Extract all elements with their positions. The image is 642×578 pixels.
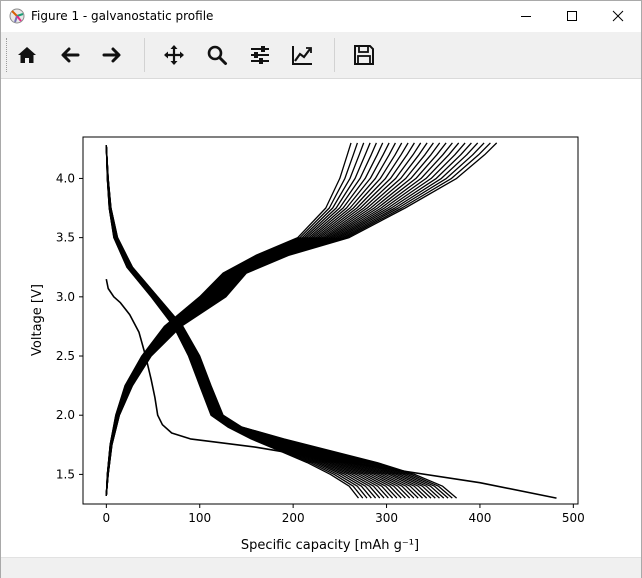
x-tick-label: 100 [188, 511, 211, 525]
save-button[interactable] [348, 39, 380, 71]
edit-axis-button[interactable] [286, 39, 318, 71]
x-tick-label: 300 [375, 511, 398, 525]
toolbar-separator [334, 38, 335, 72]
y-tick-label: 1.5 [56, 467, 75, 481]
arrow-left-icon [61, 47, 80, 63]
y-ticks: 1.5 2.0 2.5 3.0 3.5 4.0 [56, 171, 83, 481]
title-bar[interactable]: Figure 1 - galvanostatic profile [1, 1, 641, 31]
sliders-icon [251, 46, 269, 64]
configure-subplots-button[interactable] [244, 39, 276, 71]
status-bar [1, 557, 641, 578]
navigation-toolbar [1, 32, 641, 79]
axes-frame [82, 136, 579, 505]
x-tick-label: 500 [562, 511, 585, 525]
home-icon [18, 47, 36, 63]
forward-button[interactable] [96, 39, 128, 71]
y-tick-label: 3.0 [56, 290, 75, 304]
move-icon [164, 45, 184, 65]
arrow-right-icon [102, 47, 121, 63]
window-title: Figure 1 - galvanostatic profile [31, 9, 214, 23]
x-ticks: 0 100 200 300 400 500 [103, 504, 585, 525]
zoom-button[interactable] [201, 39, 233, 71]
back-button[interactable] [54, 39, 86, 71]
toolbar-separator [144, 38, 145, 72]
y-tick-label: 2.0 [56, 408, 75, 422]
y-tick-label: 2.5 [56, 349, 75, 363]
home-button[interactable] [11, 39, 43, 71]
close-icon [612, 10, 624, 22]
line-chart-icon [292, 46, 312, 65]
x-tick-label: 0 [103, 511, 111, 525]
minimize-button[interactable] [503, 1, 549, 31]
maximize-button[interactable] [549, 1, 595, 31]
pan-button[interactable] [158, 39, 190, 71]
maximize-icon [567, 11, 577, 21]
toolbar-grip[interactable] [6, 38, 9, 72]
discharge-curve [105, 145, 458, 499]
magnifier-icon [207, 45, 227, 65]
x-axis-label: Specific capacity [mAh g⁻¹] [241, 538, 419, 553]
curves-group [105, 142, 557, 499]
y-tick-label: 3.5 [56, 231, 75, 245]
minimize-icon [521, 16, 531, 17]
plot-svg[interactable]: 0 100 200 300 400 500 1.5 2.0 2.5 3.0 3.5 4.0 Spec… [1, 79, 641, 557]
close-button[interactable] [595, 1, 641, 31]
axes-background [83, 137, 578, 504]
y-tick-label: 4.0 [56, 171, 75, 185]
floppy-disk-icon [354, 45, 374, 65]
y-axis-label: Voltage [V] [30, 284, 45, 356]
x-tick-label: 200 [282, 511, 305, 525]
figure-canvas[interactable]: 0 100 200 300 400 500 1.5 2.0 2.5 3.0 3.5 4.0 Spec… [1, 79, 641, 557]
x-tick-label: 400 [468, 511, 491, 525]
first-discharge-curve [105, 278, 557, 499]
charge-curve [105, 142, 498, 496]
matplotlib-app-icon [9, 8, 25, 24]
